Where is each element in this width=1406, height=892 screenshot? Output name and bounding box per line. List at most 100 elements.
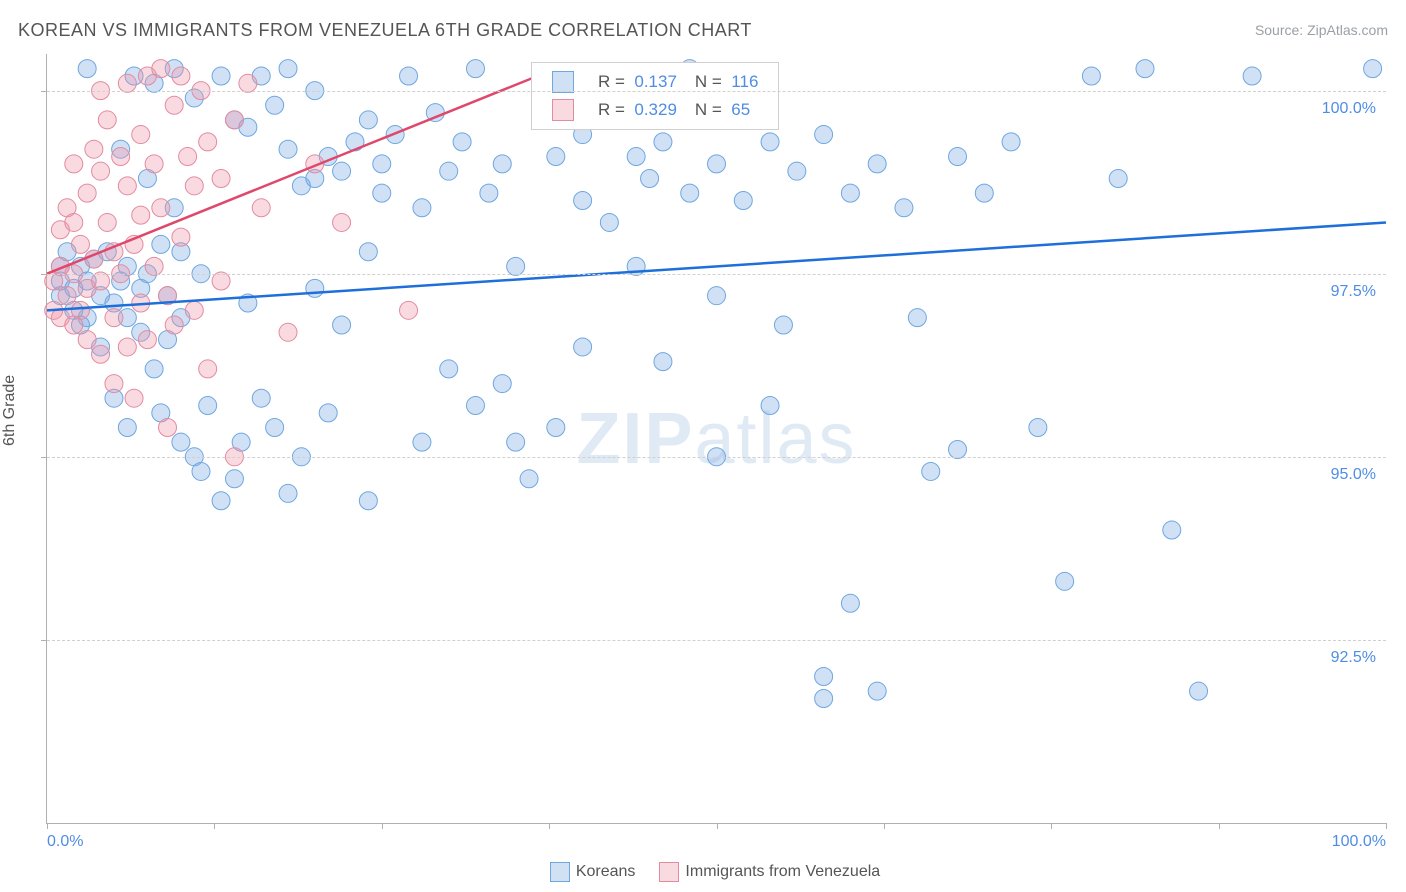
scatter-point xyxy=(480,184,498,202)
scatter-point xyxy=(152,60,170,78)
scatter-point xyxy=(908,309,926,327)
scatter-point xyxy=(788,162,806,180)
y-tick-label: 100.0% xyxy=(1322,100,1376,118)
gridline-h xyxy=(47,91,1386,92)
scatter-point xyxy=(1243,67,1261,85)
scatter-point xyxy=(159,419,177,437)
legend-swatch xyxy=(552,99,574,121)
source-label: Source: ZipAtlas.com xyxy=(1255,22,1388,38)
scatter-point xyxy=(132,126,150,144)
scatter-point xyxy=(71,235,89,253)
scatter-point xyxy=(105,309,123,327)
scatter-point xyxy=(185,301,203,319)
scatter-point xyxy=(1136,60,1154,78)
x-tick xyxy=(717,823,718,829)
scatter-point xyxy=(359,492,377,510)
x-axis-max-label: 100.0% xyxy=(1332,833,1386,851)
scatter-point xyxy=(1163,521,1181,539)
scatter-point xyxy=(761,133,779,151)
scatter-point xyxy=(145,155,163,173)
scatter-point xyxy=(641,170,659,188)
legend-swatch xyxy=(659,862,679,882)
scatter-point xyxy=(507,257,525,275)
scatter-point xyxy=(118,338,136,356)
scatter-point xyxy=(574,191,592,209)
scatter-point xyxy=(654,353,672,371)
gridline-h xyxy=(47,640,1386,641)
x-tick xyxy=(214,823,215,829)
scatter-point xyxy=(199,133,217,151)
scatter-point xyxy=(761,397,779,415)
scatter-point xyxy=(815,126,833,144)
y-tick-label: 97.5% xyxy=(1331,283,1376,301)
scatter-point xyxy=(85,140,103,158)
y-tick xyxy=(41,91,47,92)
scatter-point xyxy=(440,360,458,378)
legend-correlation: R = 0.137N = 116R = 0.329N = 65 xyxy=(531,62,779,130)
scatter-point xyxy=(252,199,270,217)
scatter-point xyxy=(466,60,484,78)
scatter-point xyxy=(65,155,83,173)
scatter-point xyxy=(152,199,170,217)
scatter-point xyxy=(815,668,833,686)
scatter-point xyxy=(922,462,940,480)
plot-svg xyxy=(47,54,1386,823)
scatter-point xyxy=(78,184,96,202)
scatter-point xyxy=(493,155,511,173)
scatter-point xyxy=(1082,67,1100,85)
scatter-point xyxy=(279,323,297,341)
scatter-point xyxy=(78,60,96,78)
x-tick xyxy=(1051,823,1052,829)
legend-series: Koreans Immigrants from Venezuela xyxy=(0,862,1406,892)
scatter-point xyxy=(266,419,284,437)
scatter-point xyxy=(118,419,136,437)
scatter-point xyxy=(92,162,110,180)
legend-series-label: Immigrants from Venezuela xyxy=(685,863,880,880)
y-tick-label: 92.5% xyxy=(1331,649,1376,667)
scatter-point xyxy=(132,206,150,224)
scatter-point xyxy=(266,96,284,114)
scatter-point xyxy=(627,148,645,166)
scatter-point xyxy=(179,148,197,166)
scatter-point xyxy=(949,440,967,458)
scatter-point xyxy=(65,213,83,231)
scatter-point xyxy=(466,397,484,415)
legend-table: R = 0.137N = 116R = 0.329N = 65 xyxy=(542,67,768,125)
scatter-point xyxy=(359,111,377,129)
y-tick xyxy=(41,457,47,458)
scatter-point xyxy=(319,404,337,422)
scatter-point xyxy=(708,287,726,305)
legend-n-label: N = 65 xyxy=(687,97,766,123)
trend-line xyxy=(47,69,556,274)
scatter-point xyxy=(112,148,130,166)
scatter-point xyxy=(413,433,431,451)
header: KOREAN VS IMMIGRANTS FROM VENEZUELA 6TH … xyxy=(0,0,1406,46)
legend-series-label: Koreans xyxy=(576,863,636,880)
scatter-point xyxy=(654,133,672,151)
scatter-point xyxy=(199,360,217,378)
scatter-point xyxy=(145,360,163,378)
scatter-point xyxy=(58,287,76,305)
y-axis-title: 6th Grade xyxy=(1,375,19,446)
scatter-point xyxy=(138,331,156,349)
scatter-point xyxy=(734,191,752,209)
scatter-point xyxy=(105,375,123,393)
x-tick xyxy=(47,823,48,829)
scatter-point xyxy=(252,389,270,407)
scatter-point xyxy=(306,279,324,297)
scatter-point xyxy=(125,389,143,407)
gridline-h xyxy=(47,274,1386,275)
scatter-point xyxy=(185,177,203,195)
scatter-point xyxy=(413,199,431,217)
scatter-point xyxy=(507,433,525,451)
scatter-point xyxy=(708,155,726,173)
scatter-point xyxy=(98,111,116,129)
x-tick xyxy=(1219,823,1220,829)
y-tick xyxy=(41,274,47,275)
scatter-point xyxy=(152,235,170,253)
scatter-point xyxy=(333,316,351,334)
scatter-point xyxy=(895,199,913,217)
scatter-point xyxy=(493,375,511,393)
scatter-point xyxy=(145,257,163,275)
scatter-point xyxy=(975,184,993,202)
